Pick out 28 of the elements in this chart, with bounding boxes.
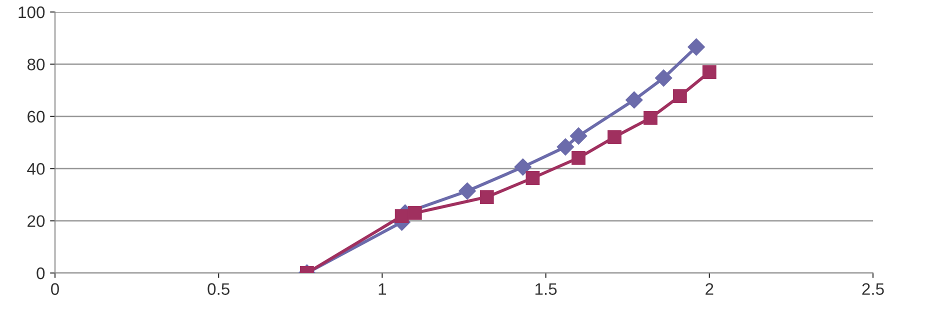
point [644, 111, 658, 125]
point [570, 127, 588, 145]
point [526, 171, 540, 185]
point [514, 158, 532, 176]
point [626, 91, 643, 109]
x-tick-label: 0 [51, 283, 59, 295]
y-tick-label: 80 [27, 58, 45, 70]
point [556, 138, 574, 156]
point [394, 209, 409, 224]
point [408, 206, 422, 220]
y-tick-label: 40 [27, 163, 45, 175]
point [688, 38, 705, 56]
x-tick-label: 2.5 [862, 283, 884, 295]
x-tick-label: 2 [706, 283, 714, 295]
x-tick-label: 0.5 [208, 283, 230, 295]
point [702, 65, 716, 79]
y-tick-label: 100 [18, 6, 45, 18]
point [572, 150, 586, 165]
x-tick-label: 1.5 [535, 283, 557, 295]
y-tick-label: 20 [28, 215, 45, 228]
point [480, 190, 494, 204]
point [655, 69, 672, 87]
y-tick-label: 60 [28, 110, 45, 123]
point [673, 89, 687, 103]
point [458, 182, 476, 200]
x-tick-label: 1 [378, 283, 386, 295]
y-tick-label: 0 [36, 267, 45, 280]
point [608, 130, 622, 144]
